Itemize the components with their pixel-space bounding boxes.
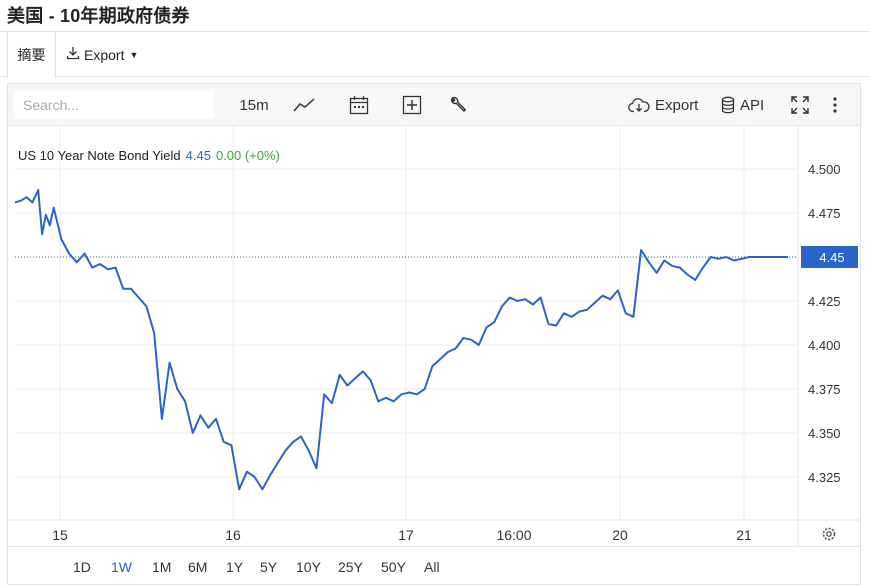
legend-value: 4.45 (185, 148, 211, 163)
plus-box-icon[interactable] (400, 93, 424, 117)
range-button-6m[interactable]: 6M (188, 559, 208, 575)
tab-export[interactable]: Export ▼ (66, 32, 138, 77)
export-button[interactable]: Export (628, 93, 698, 117)
cloud-download-icon (628, 97, 650, 113)
range-button-1m[interactable]: 1M (152, 559, 172, 575)
page-title: 美国 - 10年期政府债券 (7, 6, 190, 26)
chevron-down-icon: ▼ (129, 49, 139, 60)
chart-toolbar: 15m Export API (8, 84, 860, 126)
x-tick-label: 15 (52, 527, 68, 543)
x-tick-label: 16:00 (496, 527, 531, 543)
range-button-50y[interactable]: 50Y (381, 559, 406, 575)
y-tick-label: 4.350 (808, 426, 841, 441)
interval-button[interactable]: 15m (239, 96, 269, 114)
range-button-1y[interactable]: 1Y (226, 559, 244, 575)
range-button-1d[interactable]: 1D (73, 559, 91, 575)
y-tick-label: 4.500 (808, 162, 841, 177)
y-tick-label: 4.375 (808, 382, 841, 397)
price-chart[interactable]: 4.500 4.475 4.425 4.400 4.375 4.350 4.325 15 16 1… (8, 126, 860, 546)
y-tick-label: 4.425 (808, 294, 841, 309)
api-button[interactable]: API (721, 93, 764, 117)
title-divider (0, 31, 869, 32)
gear-icon[interactable] (822, 527, 836, 541)
calendar-icon[interactable] (347, 93, 371, 117)
price-tag-label: 4.45 (819, 250, 844, 265)
api-button-label: API (740, 96, 765, 114)
download-icon (66, 46, 80, 63)
price-tag-bg (801, 246, 858, 268)
x-tick-label: 20 (612, 527, 628, 543)
x-tick-label: 17 (398, 527, 414, 543)
y-tick-label: 4.400 (808, 338, 841, 353)
chart-area[interactable]: 4.500 4.475 4.425 4.400 4.375 4.350 4.325 15 16 1… (8, 126, 860, 546)
tab-summary[interactable]: 摘要 (7, 32, 56, 78)
y-tick-label: 4.325 (808, 470, 841, 485)
kebab-menu-icon[interactable] (828, 93, 842, 117)
y-tick-label: 4.475 (808, 206, 841, 221)
x-tick-label: 16 (225, 527, 241, 543)
legend-change: 0.00 (+0%) (215, 148, 280, 163)
legend-series-name: US 10 Year Note Bond Yield (18, 148, 181, 163)
search-input[interactable] (14, 91, 214, 119)
wrench-icon[interactable] (446, 93, 470, 117)
x-tick-label: 21 (736, 527, 752, 543)
export-tab-label: Export (84, 46, 125, 63)
range-selector: 1D 1W 1M 6M 1Y 5Y 10Y 25Y 50Y All (8, 546, 860, 584)
range-button-all[interactable]: All (424, 559, 440, 575)
chart-legend: US 10 Year Note Bond Yield 4.45 0.00 (+0… (18, 148, 280, 163)
fullscreen-icon[interactable] (788, 93, 812, 117)
series-line (14, 189, 788, 491)
chart-widget: 15m Export API (7, 83, 861, 585)
range-button-1w[interactable]: 1W (111, 559, 132, 575)
database-icon (721, 96, 735, 114)
range-button-10y[interactable]: 10Y (296, 559, 321, 575)
line-chart-icon[interactable] (292, 93, 316, 117)
export-button-label: Export (655, 96, 699, 114)
range-button-5y[interactable]: 5Y (260, 559, 278, 575)
range-button-25y[interactable]: 25Y (338, 559, 363, 575)
tab-bar: 摘要 Export ▼ (0, 32, 869, 78)
